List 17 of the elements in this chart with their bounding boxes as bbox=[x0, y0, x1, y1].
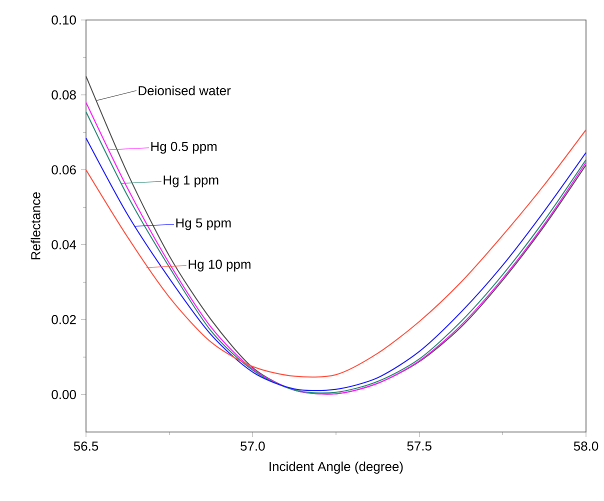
legend-label: Hg 0.5 ppm bbox=[151, 142, 217, 154]
x-tick-label: 57.5 bbox=[407, 442, 432, 451]
x-tick-label: 57.0 bbox=[240, 442, 265, 451]
y-tick-label: 0.10 bbox=[52, 15, 76, 25]
y-tick-label: 0.06 bbox=[52, 165, 76, 174]
x-tick-label: 56.5 bbox=[74, 442, 98, 451]
y-tick-label: 0.00 bbox=[52, 390, 76, 400]
legend-label: Hg 1 ppm bbox=[164, 176, 218, 188]
legend-label: Hg 5 ppm bbox=[176, 218, 231, 230]
x-axis-title: Incident Angle (degree) bbox=[270, 462, 403, 474]
y-tick-label: 0.08 bbox=[52, 90, 76, 100]
y-tick-label: 0.04 bbox=[52, 240, 76, 250]
legend-label: Hg 10 ppm bbox=[188, 260, 250, 272]
x-tick-label: 58.0 bbox=[574, 442, 598, 451]
y-tick-label: 0.02 bbox=[52, 315, 76, 324]
legend-label: Deionised water bbox=[138, 86, 231, 96]
y-axis-title: Reflectance bbox=[30, 192, 40, 260]
